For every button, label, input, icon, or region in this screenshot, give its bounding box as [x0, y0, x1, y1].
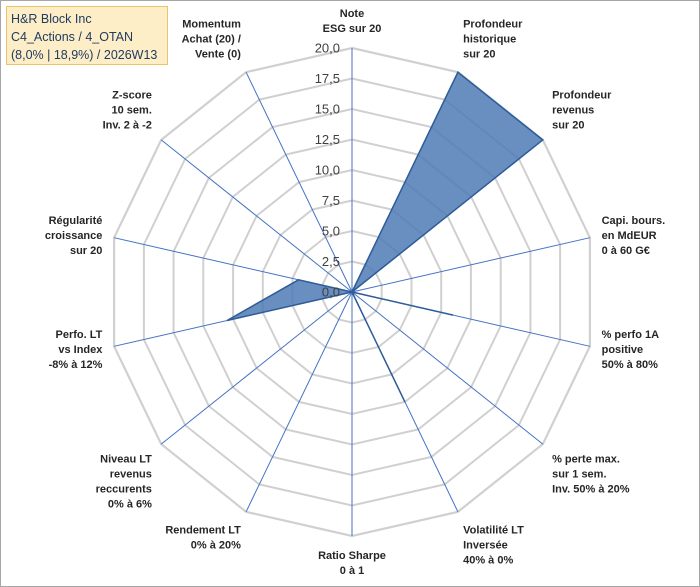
period-label: (8,0% | 18,9%) / 2026W13: [11, 48, 158, 62]
axis-label: Ratio Sharpe 0 à 1: [318, 550, 386, 577]
axis-label-line: positive: [602, 344, 644, 356]
axis-spoke: [351, 237, 591, 293]
chart-header-box: H&R Block Inc C4_Actions / 4_OTAN (8,0% …: [6, 6, 168, 65]
axis-spoke: [351, 291, 544, 445]
axis-label-line: 0% à 6%: [108, 499, 152, 511]
axis-label: Momentum Achat (20) / Vente (0): [182, 18, 242, 60]
axis-label-line: Inv. 50% à 20%: [552, 484, 630, 496]
axis-label-line: 0 à 1: [340, 565, 364, 577]
axis-label-line: reccurents: [96, 484, 152, 496]
axis-label-line: Inversée: [463, 540, 508, 552]
axis-label-line: Achat (20) /: [182, 33, 241, 45]
tick-label: 15,0: [315, 102, 340, 117]
tick-label: 12,5: [315, 132, 340, 147]
axis-label: Volatilité LT Inversée 40% à 0%: [463, 525, 524, 567]
axis-label: Régularité croissance sur 20: [45, 215, 102, 257]
axis-label-line: Profondeur: [463, 18, 523, 30]
axis-spoke: [160, 291, 353, 445]
axis-label-line: 10 sem.: [112, 104, 152, 116]
axis-label-line: 0% à 20%: [191, 540, 241, 552]
axis-label-line: Régularité: [49, 215, 103, 227]
axis-label: Profondeur revenus sur 20: [552, 89, 612, 131]
axis-label-line: Niveau LT: [100, 454, 152, 466]
axis-label-line: Inv. 2 à -2: [103, 119, 152, 131]
axis-label-line: Note: [340, 8, 364, 20]
axis-spoke: [245, 71, 353, 293]
axis-label-line: -8% à 12%: [49, 359, 103, 371]
tick-label: 0,0: [322, 285, 340, 300]
axis-label: % perfo 1A positive 50% à 80%: [602, 329, 660, 371]
axis-label-line: revenus: [552, 104, 594, 116]
axis-label: Rendement LT 0% à 20%: [165, 525, 241, 552]
axis-label-line: sur 1 sem.: [552, 469, 606, 481]
axis-label-line: sur 20: [552, 119, 584, 131]
axis-label-line: 50% à 80%: [602, 359, 658, 371]
tick-label: 17,5: [315, 71, 340, 86]
axis-label-line: Volatilité LT: [463, 525, 524, 537]
axis-label-line: sur 20: [70, 245, 102, 257]
axis-label-line: ESG sur 20: [323, 23, 382, 35]
axis-label-line: Ratio Sharpe: [318, 550, 386, 562]
tick-label: 20,0: [315, 41, 340, 56]
axis-label: Perfo. LT vs Index -8% à 12%: [49, 329, 104, 371]
axis-label-line: Vente (0): [195, 48, 241, 60]
radial-ticks: 0,0 2,5 5,0 7,5 10,0 12,5 15,0 17,5 20,0: [315, 41, 340, 300]
axis-label: Z-score 10 sem. Inv. 2 à -2: [103, 89, 152, 131]
axis-label-line: Momentum: [182, 18, 241, 30]
axis-label-line: Capi. bours.: [602, 215, 666, 227]
portfolio-label: C4_Actions / 4_OTAN: [11, 30, 134, 44]
axis-spoke: [160, 139, 353, 293]
tick-label: 5,0: [322, 224, 340, 239]
axis-label-line: % perfo 1A: [602, 329, 660, 341]
axis-labels: Note ESG sur 20 Profondeur historique sur 20…: [45, 8, 665, 577]
axis-label: % perte max. sur 1 sem. Inv. 50% à 20%: [552, 454, 630, 496]
axis-label-line: Profondeur: [552, 89, 612, 101]
axis-label-line: revenus: [110, 469, 152, 481]
axis-label: Profondeur historique sur 20: [463, 18, 523, 60]
axis-label: Niveau LT revenus reccurents 0% à 6%: [96, 454, 153, 511]
company-name: H&R Block Inc: [11, 12, 92, 26]
axis-label-line: 0 à 60 G€: [602, 245, 650, 257]
axis-label-line: Perfo. LT: [56, 329, 103, 341]
axis-label-line: en MdEUR: [602, 230, 657, 242]
tick-label: 10,0: [315, 163, 340, 178]
axis-label-line: Rendement LT: [165, 525, 241, 537]
axis-label: Note ESG sur 20: [323, 8, 382, 35]
axis-label-line: historique: [463, 33, 516, 45]
tick-label: 7,5: [322, 193, 340, 208]
axis-label-line: 40% à 0%: [463, 555, 513, 567]
axis-label: Capi. bours. en MdEUR 0 à 60 G€: [602, 215, 666, 257]
axis-label-line: Z-score: [112, 89, 152, 101]
tick-label: 2,5: [322, 254, 340, 269]
axis-spoke: [245, 291, 353, 513]
axis-label-line: % perte max.: [552, 454, 620, 466]
radar-series: [226, 71, 545, 403]
axis-label-line: croissance: [45, 230, 102, 242]
axis-label-line: vs Index: [58, 344, 103, 356]
axis-label-line: sur 20: [463, 48, 495, 60]
series-area: [226, 71, 545, 403]
